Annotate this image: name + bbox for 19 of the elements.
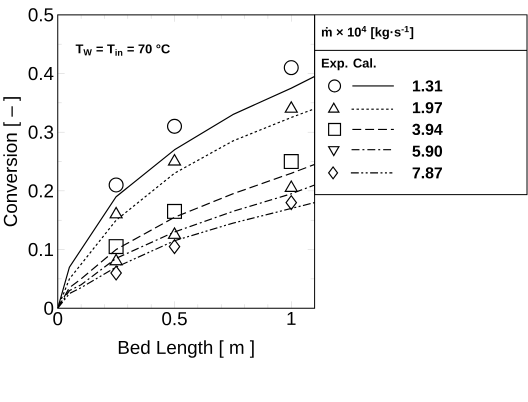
y-tick-label: 0.4 — [28, 66, 54, 80]
x-tick-label: 1 — [287, 312, 296, 325]
x-tick-label: 0.5 — [162, 312, 187, 326]
x-axis-title: Bed Length [ m ] — [118, 340, 254, 358]
y-axis-title: Conversion [ – ] — [3, 97, 21, 226]
y-tick-label: 0 — [44, 302, 54, 315]
legend-label: 5.90 — [412, 146, 442, 157]
legend-label: 1.31 — [412, 80, 442, 92]
y-tick-label: 0.2 — [28, 184, 54, 198]
text: Exp. Cal. — [322, 58, 376, 70]
annotation: T$_{W}$ = T$_{in}$ = 70 °C — [76, 44, 170, 56]
legend-label: 7.87 — [412, 167, 442, 178]
y-tick-label: 0.1 — [28, 242, 54, 256]
x-tick-label: 0 — [53, 312, 62, 326]
legend-label: 3.94 — [412, 124, 443, 135]
y-tick-label: 0.3 — [28, 126, 54, 139]
legend-title: ṁ × 10$^{4}$ [kg·s$^{-1}$] — [322, 26, 414, 40]
legend-label: 1.97 — [412, 102, 442, 114]
y-tick-label: 0.5 — [28, 8, 54, 22]
